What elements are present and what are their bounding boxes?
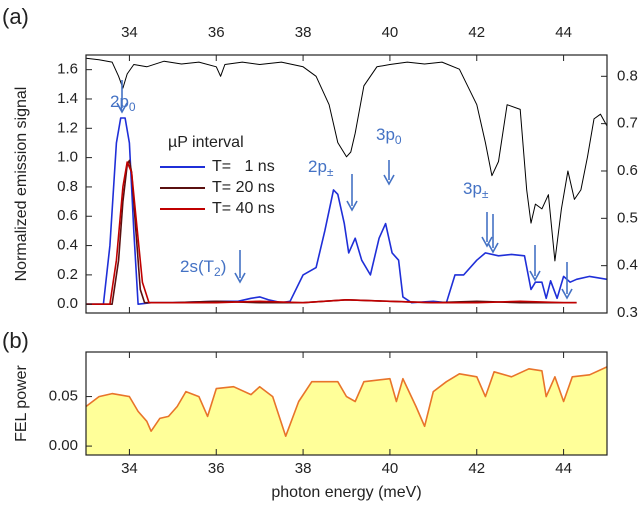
x-tick-label: 36: [208, 460, 225, 477]
annotation-sub: 0: [129, 100, 136, 114]
legend-label: T= 20 ns: [212, 179, 275, 196]
y-tick-label: 1.6: [57, 61, 78, 78]
y-tick-label: 0.00: [49, 437, 78, 454]
line: [86, 117, 607, 305]
y-tick-label: 1.0: [57, 149, 78, 166]
plot-area: [86, 57, 607, 305]
frame: [85, 54, 608, 314]
arrow-head: [116, 102, 128, 114]
legend-label: T= 40 ns: [212, 200, 275, 217]
annotation-text: 2p: [308, 157, 327, 176]
annotation-sub: ±: [327, 165, 334, 179]
area: [86, 366, 607, 455]
annotation: 2p±: [308, 157, 334, 179]
arrow-head: [487, 242, 499, 254]
annotation: 3p±: [463, 179, 489, 201]
legend-label: T= 1 ns: [212, 158, 275, 175]
x-tick-label: 34: [121, 24, 138, 41]
x-tick-label: 36: [208, 24, 225, 41]
y-tick-label: 0.6: [57, 207, 78, 224]
annotation-text: 3p: [463, 179, 482, 198]
arrow-head: [561, 288, 573, 300]
x-tick-label: 38: [295, 460, 312, 477]
y-tick-label: 0.2: [57, 266, 78, 283]
annotation-sub: ±: [482, 187, 489, 201]
x-tick-label: 34: [121, 460, 138, 477]
annotation-sub: 2: [214, 265, 221, 279]
panel-label: (b): [2, 328, 29, 353]
y2-tick-label: 0.7: [617, 115, 638, 132]
arrow-head: [234, 272, 246, 284]
annotation-sub: 0: [395, 133, 402, 147]
line: [86, 159, 577, 305]
y2-tick-label: 0.3: [617, 304, 638, 321]
y-tick-label: 1.4: [57, 90, 78, 107]
y2-tick-label: 0.5: [617, 209, 638, 226]
plot-area: [86, 366, 607, 455]
annotation: 2s(T2): [180, 257, 226, 279]
annotation: 3p0: [376, 125, 402, 147]
annotation-text: 2s(T: [180, 257, 214, 276]
y2-tick-label: 0.6: [617, 162, 638, 179]
x-tick-label: 42: [468, 460, 485, 477]
line: [86, 57, 607, 262]
annotation-tail: ): [221, 257, 227, 276]
y-axis-label: Normalized emission signal: [13, 87, 30, 282]
frame: [85, 351, 608, 456]
legend-title: µP interval: [168, 134, 244, 151]
y-tick-label: 0.0: [57, 295, 78, 312]
arrow-head: [529, 270, 541, 282]
arrow-head: [346, 200, 358, 212]
arrow-head: [383, 174, 395, 186]
y2-tick-label: 0.4: [617, 257, 638, 274]
line: [86, 161, 577, 305]
y-axis-label: FEL power: [13, 364, 30, 441]
annotation-text: 3p: [376, 125, 395, 144]
line: [86, 366, 607, 437]
x-axis-label: photon energy (meV): [271, 484, 421, 501]
x-tick-label: 40: [382, 460, 399, 477]
y-tick-label: 0.8: [57, 178, 78, 195]
x-tick-label: 42: [468, 24, 485, 41]
x-tick-label: 38: [295, 24, 312, 41]
x-tick-label: 44: [555, 460, 572, 477]
arrow-head: [481, 236, 493, 248]
y-tick-label: 0.05: [49, 388, 78, 405]
y-tick-label: 0.4: [57, 237, 78, 254]
y2-tick-label: 0.8: [617, 67, 638, 84]
y-tick-label: 1.2: [57, 119, 78, 136]
x-tick-label: 44: [555, 24, 572, 41]
panel-label: (a): [2, 4, 29, 29]
x-tick-label: 40: [382, 24, 399, 41]
